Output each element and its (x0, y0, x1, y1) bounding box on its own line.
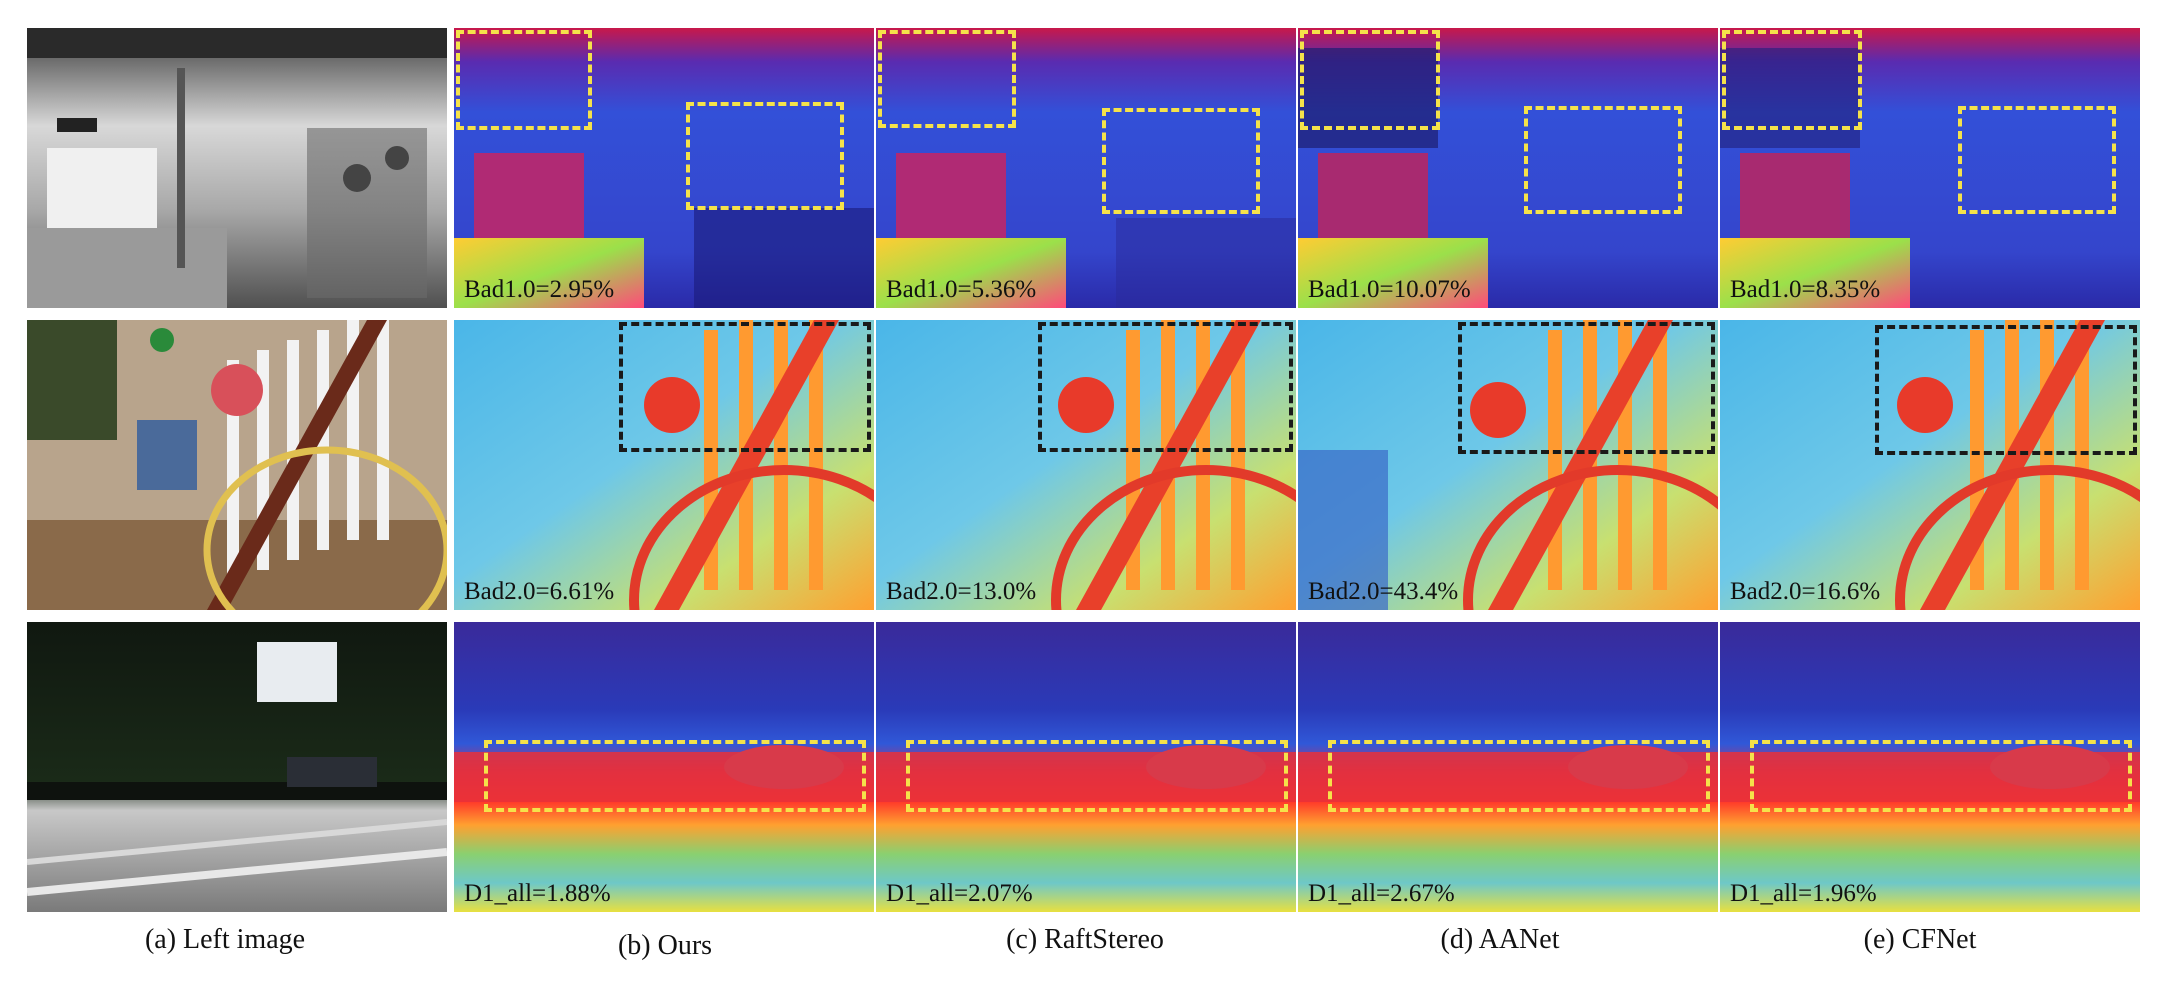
highlight-box (1458, 322, 1715, 454)
metric-label: D1_all=1.96% (1730, 880, 1877, 907)
highlight-box (1875, 325, 2137, 455)
highlight-box (878, 30, 1016, 128)
metric-label: Bad1.0=2.95% (464, 276, 615, 303)
highlight-box (1328, 740, 1710, 812)
left-image-row3 (27, 622, 447, 912)
highlight-box (1038, 322, 1293, 452)
caption-raftstereo: (c) RaftStereo (1006, 924, 1164, 955)
disparity-map-raftstereo-row3: D1_all=2.07% (876, 622, 1296, 912)
disparity-map-ours-row1: Bad1.0=2.95% (454, 28, 874, 308)
highlight-box (1524, 106, 1682, 214)
metric-label: Bad1.0=5.36% (886, 276, 1037, 303)
disparity-map-ours-row2: Bad2.0=6.61% (454, 320, 874, 610)
metric-label: D1_all=1.88% (464, 880, 611, 907)
highlight-box (619, 322, 871, 452)
disparity-map-raftstereo-row1: Bad1.0=5.36% (876, 28, 1296, 308)
metric-label: D1_all=2.07% (886, 880, 1033, 907)
highlight-box (906, 740, 1288, 812)
metric-label: Bad1.0=8.35% (1730, 276, 1881, 303)
caption-ours: (b) Ours (617, 930, 713, 961)
disparity-map-aanet-row3: D1_all=2.67% (1298, 622, 1718, 912)
caption-left-image: (a) Left image (144, 924, 306, 955)
disparity-map-cfnet-row3: D1_all=1.96% (1720, 622, 2140, 912)
highlight-box (686, 102, 844, 210)
left-image-row2 (27, 320, 447, 610)
highlight-box (1958, 106, 2116, 214)
metric-label: D1_all=2.67% (1308, 880, 1455, 907)
metric-label: Bad2.0=6.61% (464, 578, 615, 605)
disparity-map-cfnet-row2: Bad2.0=16.6% (1720, 320, 2140, 610)
disparity-map-aanet-row1: Bad1.0=10.07% (1298, 28, 1718, 308)
metric-label: Bad2.0=13.0% (886, 578, 1037, 605)
highlight-box (1750, 740, 2132, 812)
left-image-row1 (27, 28, 447, 308)
disparity-map-ours-row3: D1_all=1.88% (454, 622, 874, 912)
disparity-map-cfnet-row1: Bad1.0=8.35% (1720, 28, 2140, 308)
disparity-map-raftstereo-row2: Bad2.0=13.0% (876, 320, 1296, 610)
highlight-box (456, 30, 592, 130)
highlight-box (1300, 30, 1440, 130)
metric-label: Bad2.0=16.6% (1730, 578, 1881, 605)
metric-label: Bad1.0=10.07% (1308, 276, 1471, 303)
caption-cfnet: (e) CFNet (1863, 924, 1977, 955)
metric-label: Bad2.0=43.4% (1308, 578, 1459, 605)
caption-aanet: (d) AANet (1440, 924, 1560, 955)
disparity-map-aanet-row2: Bad2.0=43.4% (1298, 320, 1718, 610)
highlight-box (1722, 30, 1862, 130)
highlight-box (484, 740, 866, 812)
highlight-box (1102, 108, 1260, 214)
